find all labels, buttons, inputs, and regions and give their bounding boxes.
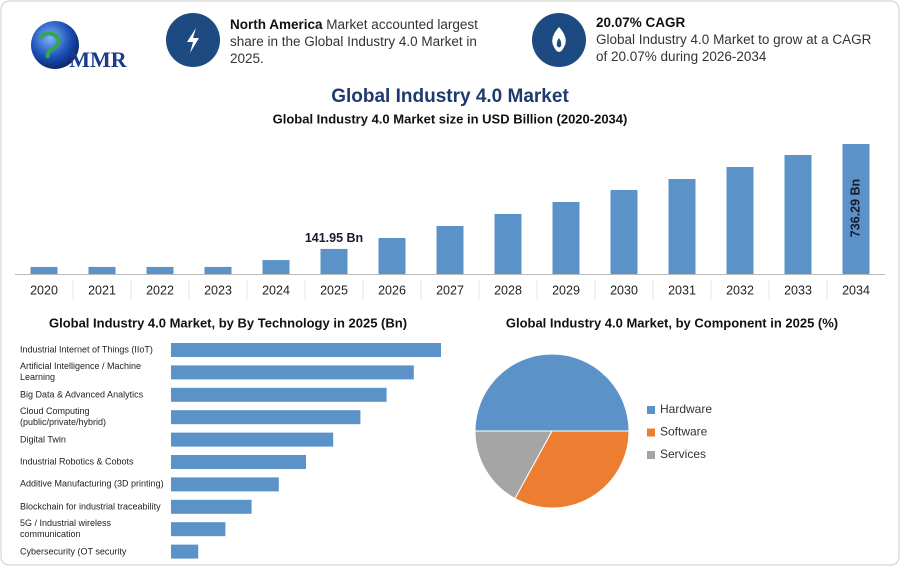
chart-title: Global Industry 4.0 Market size in USD B… [273, 111, 628, 126]
legend-label: Hardware [660, 402, 712, 416]
x-tick-label: 2025 [320, 283, 348, 297]
bar [610, 189, 638, 274]
category-label: Big Data & Advanced Analytics [20, 389, 144, 400]
bar [204, 266, 232, 274]
bar [171, 365, 414, 380]
highlight: 20.07% CAGR Global Industry 4.0 Market to… [596, 14, 886, 65]
bar [262, 260, 290, 274]
category-label: Cloud Computing (public/private/hybrid) [20, 406, 107, 428]
bar [171, 387, 387, 402]
chart-title: Global Industry 4.0 Market, by Component… [506, 315, 838, 330]
category-label: Industrial Robotics & Cobots [20, 456, 134, 467]
x-tick-label: 2022 [146, 283, 174, 297]
bar [171, 477, 279, 492]
x-tick-label: 2027 [436, 283, 464, 297]
category-label: Industrial Internet of Things (IIoT) [20, 344, 153, 355]
bar [146, 266, 174, 274]
value-label: 736.29 Bn [848, 179, 862, 237]
category-label: Digital Twin [20, 434, 66, 445]
bar [171, 522, 226, 537]
legend-swatch [647, 406, 655, 414]
bar [171, 499, 252, 514]
x-tick-label: 2028 [494, 283, 522, 297]
x-tick-label: 2023 [204, 283, 232, 297]
bar [171, 343, 441, 357]
legend-swatch [647, 451, 655, 459]
bar [378, 237, 406, 274]
legend-swatch [647, 428, 655, 437]
icon-bolt [187, 28, 199, 53]
legend-label: Services [660, 447, 706, 461]
icon-drop [552, 27, 566, 52]
bar [171, 432, 334, 447]
category-label: Blockchain for industrial traceability [20, 501, 161, 512]
bar [88, 266, 116, 274]
pie-slice [514, 430, 630, 509]
logo-land [38, 31, 61, 59]
x-tick-label: 2026 [378, 283, 406, 297]
x-tick-label: 2030 [610, 283, 638, 297]
x-tick-label: 2024 [262, 283, 290, 297]
highlight-bold: North America [230, 17, 323, 32]
x-tick-label: 2031 [668, 283, 696, 297]
chart-title: Global Industry 4.0 Market, by By Techno… [49, 315, 407, 330]
bar [171, 455, 306, 469]
category-label: Additive Manufacturing (3D printing) [20, 478, 164, 489]
bar [436, 225, 464, 274]
bar [171, 544, 199, 559]
bar [171, 410, 361, 425]
bar [30, 266, 58, 274]
value-label: 141.95 Bn [305, 231, 363, 245]
legend-label: Software [660, 425, 708, 439]
x-tick-label: 2029 [552, 283, 580, 297]
x-tick-label: 2032 [726, 283, 754, 297]
bar [668, 179, 696, 274]
highlight: North America Market accounted largest s… [230, 16, 510, 67]
category-label: 5G / Industrial wireless communication [20, 518, 112, 540]
pie-slice [474, 353, 630, 432]
bar [494, 213, 522, 274]
pie-slice [474, 430, 553, 500]
x-tick-label: 2033 [784, 283, 812, 297]
logo-text: MMR [69, 47, 128, 72]
bar [784, 154, 812, 274]
x-tick-label: 2021 [88, 283, 116, 297]
x-tick-label: 2020 [30, 283, 58, 297]
main-title: Global Industry 4.0 Market [331, 86, 569, 107]
category-label: Artificial Intelligence / Machine Learni… [20, 361, 142, 383]
category-label: Cybersecurity (OT security [20, 546, 127, 557]
bar [552, 201, 580, 274]
x-tick-label: 2034 [842, 283, 870, 297]
bar [842, 144, 870, 274]
highlight-bold: 20.07% CAGR [596, 15, 686, 30]
bar [726, 167, 754, 274]
highlight-text: Market accounted largest share in the Gl… [230, 17, 478, 66]
highlight-text: Global Industry 4.0 Market to grow at a … [596, 32, 872, 64]
bar [320, 248, 348, 274]
icon-circle [532, 13, 586, 67]
